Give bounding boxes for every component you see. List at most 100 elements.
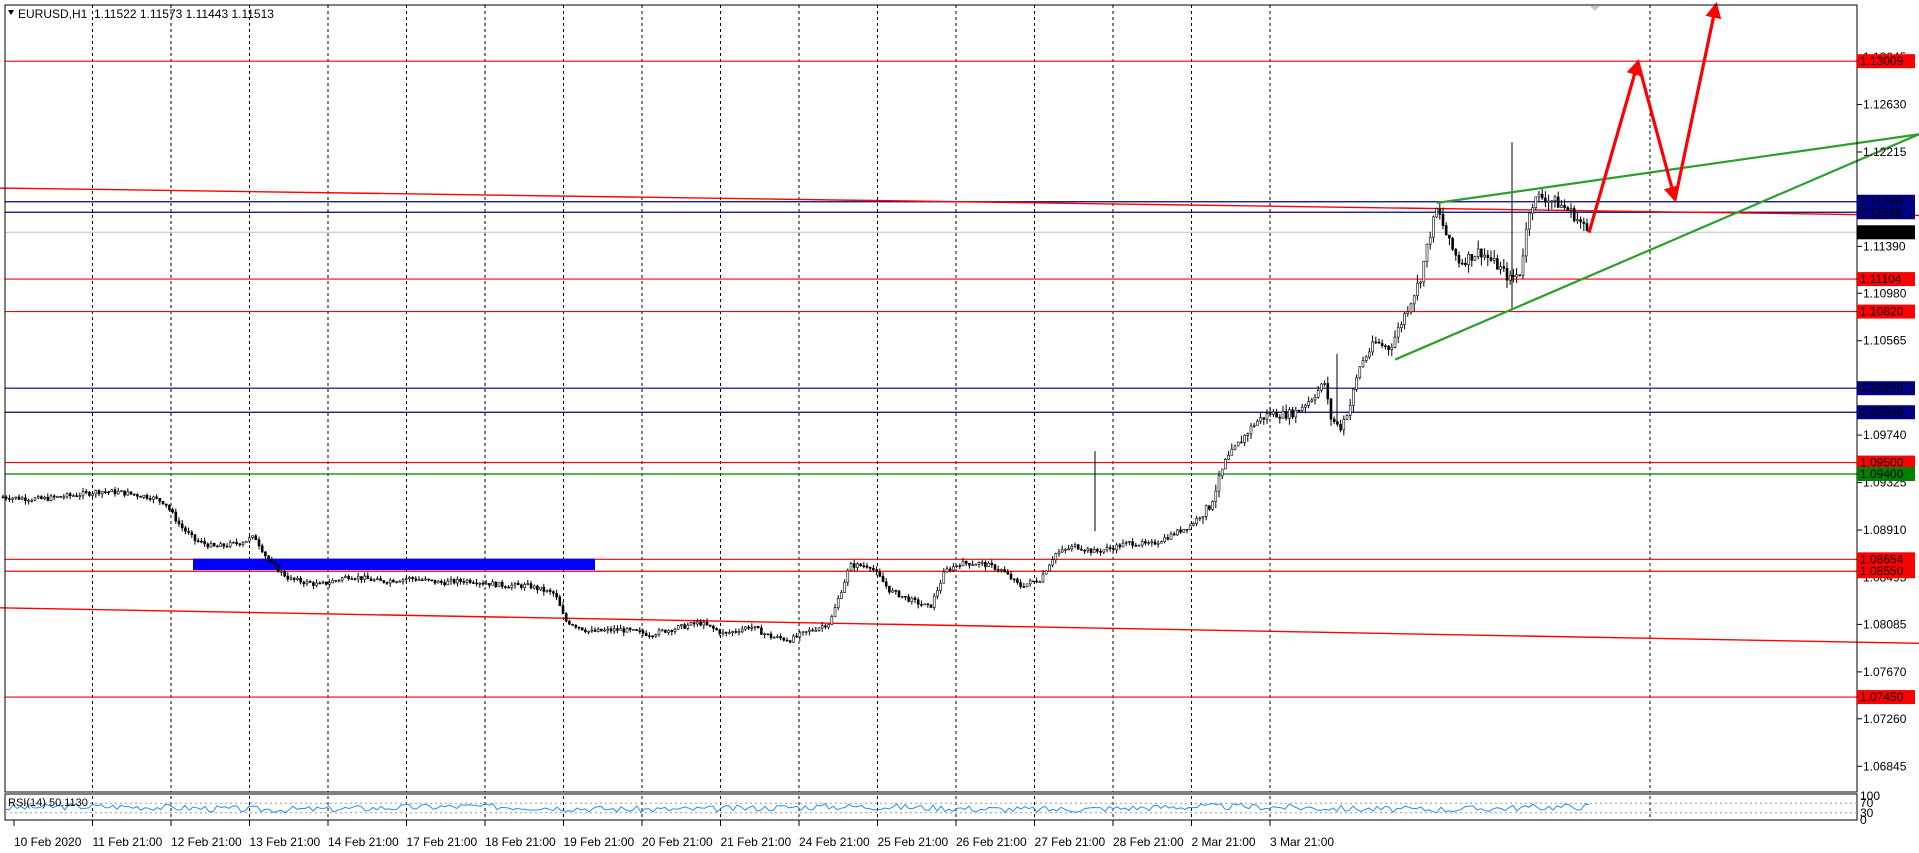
y-tick-label: 1.07260 (1863, 712, 1907, 726)
candle-body (260, 545, 264, 553)
candle-body (30, 499, 34, 502)
level-label-box (1857, 405, 1915, 420)
candle-body (980, 561, 984, 564)
candle-body (315, 582, 318, 586)
candle-body (257, 539, 261, 547)
candle-body (625, 627, 629, 633)
candle-body (1220, 468, 1224, 477)
candle-body (1332, 418, 1336, 422)
candle-body (126, 491, 130, 496)
candle-body (1204, 505, 1208, 517)
candle-body (1409, 303, 1413, 313)
candle-body (235, 541, 238, 544)
candle-body (779, 636, 782, 639)
candle-body (376, 578, 379, 581)
candle-body (606, 628, 610, 631)
y-tick-label: 1.09740 (1863, 428, 1907, 442)
dropdown-triangle-icon[interactable] (8, 10, 14, 15)
level-label-box (1857, 564, 1915, 579)
candle-body (833, 607, 837, 618)
candle-body (145, 494, 149, 499)
candle-body (820, 625, 824, 629)
candle-body (251, 535, 254, 539)
candle-body (1502, 266, 1506, 269)
candle-body (1025, 583, 1029, 587)
zones (193, 558, 595, 571)
candle-body (1108, 547, 1112, 549)
candle-body (1361, 360, 1365, 368)
candle-body (1345, 415, 1349, 420)
candle-body (1294, 409, 1298, 418)
candle-body (187, 530, 190, 533)
grid (92, 5, 1651, 820)
candle-body (161, 501, 165, 505)
candle-body (116, 491, 120, 495)
candle-body (1211, 501, 1214, 510)
candle-body (1246, 433, 1250, 436)
level-label-box (1857, 194, 1915, 209)
candle-body (1275, 411, 1278, 418)
candle-body (1435, 208, 1438, 218)
candle-body (849, 563, 853, 571)
y-tick-label: 1.10980 (1863, 286, 1907, 300)
candle-body (1105, 547, 1109, 551)
candle-body (84, 491, 88, 493)
candle-body (280, 570, 283, 573)
level-label-box (1857, 272, 1915, 287)
candle-body (347, 576, 350, 580)
candle-body (1003, 569, 1006, 573)
candle-body (1096, 549, 1099, 552)
candle-body (1512, 275, 1515, 278)
candle-body (654, 634, 658, 637)
candle-body (155, 496, 158, 499)
candle-body (740, 628, 744, 633)
candle-body (222, 543, 226, 547)
candle-body (529, 583, 533, 589)
candle-body (158, 497, 162, 502)
candle-body (392, 579, 395, 583)
candle-body (1048, 564, 1051, 572)
candle-body (1128, 541, 1131, 543)
candle-body (520, 584, 523, 588)
candle-body (8, 498, 11, 500)
candle-body (532, 585, 536, 589)
candle-body (574, 624, 578, 628)
candle-body (1272, 411, 1275, 415)
candle-body (507, 586, 510, 589)
candle-body (1099, 551, 1102, 553)
level-label: 1.08550 (1860, 564, 1904, 578)
candle-body (788, 640, 792, 643)
candle-body (350, 578, 354, 581)
candle-body (1300, 406, 1304, 411)
candle-body (504, 586, 507, 588)
candle-body (664, 629, 667, 633)
candle-body (881, 575, 885, 583)
candle-body (1355, 377, 1358, 390)
candle-body (1339, 423, 1342, 431)
candle-body (916, 599, 920, 605)
candle-body (526, 583, 530, 585)
x-tick-label: 20 Feb 21:00 (642, 835, 713, 849)
candle-body (1236, 441, 1240, 447)
candle-body (1067, 548, 1070, 551)
candle-body (696, 621, 699, 625)
candle-body (72, 495, 75, 497)
candle-body (190, 532, 194, 535)
y-tick-label: 1.11390 (1863, 239, 1906, 253)
candle-body (283, 570, 286, 577)
candle-body (88, 491, 91, 496)
candle-body (1080, 548, 1083, 551)
candle-body (459, 578, 462, 582)
candle-body (36, 496, 40, 499)
candle-body (244, 540, 248, 544)
candle-body (1057, 551, 1061, 554)
candle-body (1358, 366, 1362, 379)
candle-body (1124, 541, 1128, 544)
candle-body (843, 581, 846, 593)
candle-body (1387, 345, 1390, 350)
candle-body (1118, 544, 1122, 548)
candle-body (152, 496, 155, 500)
sloped-lines (0, 187, 1919, 644)
candle-body (1044, 570, 1048, 575)
candle-body (1054, 553, 1058, 561)
